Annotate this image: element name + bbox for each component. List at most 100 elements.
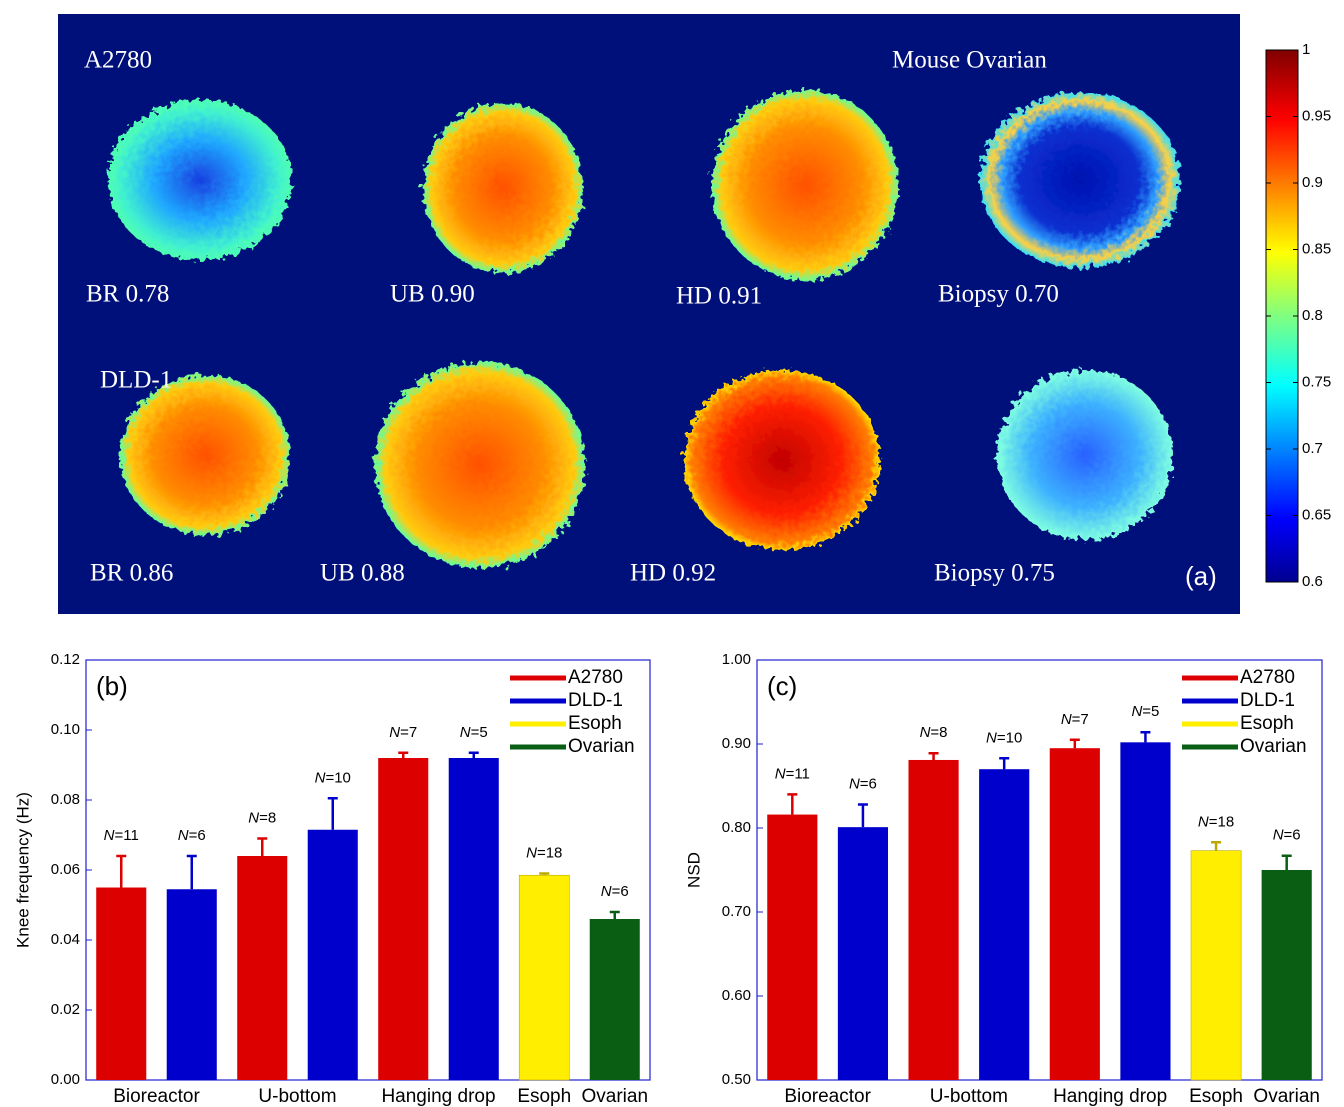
panel-label: (c) — [767, 671, 797, 701]
error-bar — [1140, 732, 1150, 742]
bar — [167, 889, 217, 1080]
spheroid — [980, 92, 1180, 268]
spheroid — [120, 375, 290, 535]
bar — [1262, 870, 1312, 1080]
spheroid — [108, 100, 292, 260]
x-tick-label: U-bottom — [258, 1086, 336, 1107]
colorbar-tick-label: 0.95 — [1302, 107, 1331, 124]
n-label: N=7 — [1061, 711, 1089, 728]
bar — [838, 827, 888, 1080]
error-bar — [999, 758, 1009, 769]
legend-label: Esoph — [568, 713, 622, 734]
legend-label: A2780 — [1240, 667, 1295, 688]
n-label: N=6 — [178, 827, 206, 844]
image-label: UB 0.90 — [390, 281, 475, 308]
y-tick-label: 0.60 — [722, 987, 751, 1004]
image-label: BR 0.78 — [86, 281, 169, 308]
row-label: A2780 — [84, 47, 152, 74]
spheroid — [375, 362, 585, 568]
x-tick-label: Bioreactor — [784, 1086, 871, 1107]
x-tick-label: Hanging drop — [1053, 1086, 1167, 1107]
n-label: N=6 — [601, 883, 629, 900]
y-tick-label: 0.08 — [51, 791, 80, 808]
legend-label: Ovarian — [568, 736, 635, 757]
bar — [767, 815, 817, 1080]
bar — [1191, 851, 1241, 1080]
y-tick-label: 0.02 — [51, 1001, 80, 1018]
error-bar — [1070, 740, 1080, 748]
bar — [308, 830, 358, 1080]
bar — [449, 758, 499, 1080]
panel-label: (b) — [96, 671, 128, 701]
error-bar — [398, 753, 408, 758]
panel-a: A2780 Mouse Ovarian DLD-1 BR 0.78 UB 0.9… — [58, 14, 1298, 614]
n-label: N=6 — [1273, 827, 1301, 844]
image-label: BR 0.86 — [90, 560, 173, 587]
colorbar-tick-label: 0.75 — [1302, 373, 1331, 390]
error-bar — [929, 753, 939, 760]
error-bar — [1211, 842, 1221, 850]
error-bar — [187, 856, 197, 889]
x-tick-label: Esoph — [1189, 1086, 1243, 1107]
n-label: N=8 — [248, 809, 276, 826]
legend-label: A2780 — [568, 667, 623, 688]
n-label: N=10 — [986, 729, 1022, 746]
bar — [979, 769, 1029, 1080]
spheroid — [712, 90, 898, 280]
y-tick-label: 1.00 — [722, 651, 751, 668]
y-tick-label: 0.50 — [722, 1071, 751, 1088]
colorbar-tick-label: 0.7 — [1302, 440, 1323, 457]
x-tick-label: U-bottom — [930, 1086, 1008, 1107]
legend-label: DLD-1 — [1240, 690, 1295, 711]
x-tick-label: Bioreactor — [113, 1086, 200, 1107]
image-label: Biopsy 0.70 — [938, 281, 1059, 308]
y-tick-label: 0.90 — [722, 735, 751, 752]
colorbar-tick-label: 1 — [1302, 41, 1310, 58]
x-tick-label: Ovarian — [581, 1086, 648, 1107]
y-tick-label: 0.80 — [722, 819, 751, 836]
x-tick-label: Ovarian — [1253, 1086, 1320, 1107]
error-bar — [257, 839, 267, 857]
n-label: N=10 — [315, 769, 351, 786]
error-bar — [787, 794, 797, 814]
x-tick-label: Hanging drop — [381, 1086, 495, 1107]
error-bar — [610, 912, 620, 919]
y-axis-label: NSD — [684, 852, 703, 888]
n-label: N=11 — [104, 827, 139, 844]
y-tick-label: 0.10 — [51, 721, 80, 738]
bar — [237, 856, 287, 1080]
bar — [378, 758, 428, 1080]
n-label: N=5 — [1131, 703, 1159, 720]
y-tick-label: 0.06 — [51, 861, 80, 878]
bar — [1050, 748, 1100, 1080]
n-label: N=7 — [389, 724, 417, 741]
colorbar-tick-label: 0.9 — [1302, 174, 1323, 191]
n-label: N=18 — [526, 844, 562, 861]
image-label: UB 0.88 — [320, 560, 405, 587]
spheroid — [684, 370, 880, 550]
colorbar-tick-label: 0.85 — [1302, 240, 1331, 257]
panel-label: (a) — [1185, 561, 1217, 591]
y-tick-label: 0.04 — [51, 931, 80, 948]
spheroid — [423, 103, 583, 273]
bar-chart: 0.500.600.700.800.901.00NSD(c)N=11N=6N=8… — [684, 651, 1322, 1107]
legend-label: Esoph — [1240, 713, 1294, 734]
x-tick-label: Esoph — [517, 1086, 571, 1107]
error-bar — [858, 804, 868, 827]
bar — [519, 875, 569, 1080]
y-axis-label: Knee frequency (Hz) — [13, 792, 32, 948]
n-label: N=8 — [920, 724, 948, 741]
n-label: N=6 — [849, 775, 877, 792]
error-bar — [116, 856, 126, 888]
bar — [96, 888, 146, 1081]
image-label: HD 0.92 — [630, 560, 716, 587]
error-bar — [1282, 856, 1292, 870]
spheroid — [997, 370, 1173, 540]
error-bar — [328, 798, 338, 830]
n-label: N=5 — [460, 724, 488, 741]
colorbar-tick-label: 0.8 — [1302, 307, 1323, 324]
image-label: Biopsy 0.75 — [934, 560, 1055, 587]
n-label: N=11 — [775, 765, 810, 782]
y-tick-label: 0.12 — [51, 651, 80, 668]
